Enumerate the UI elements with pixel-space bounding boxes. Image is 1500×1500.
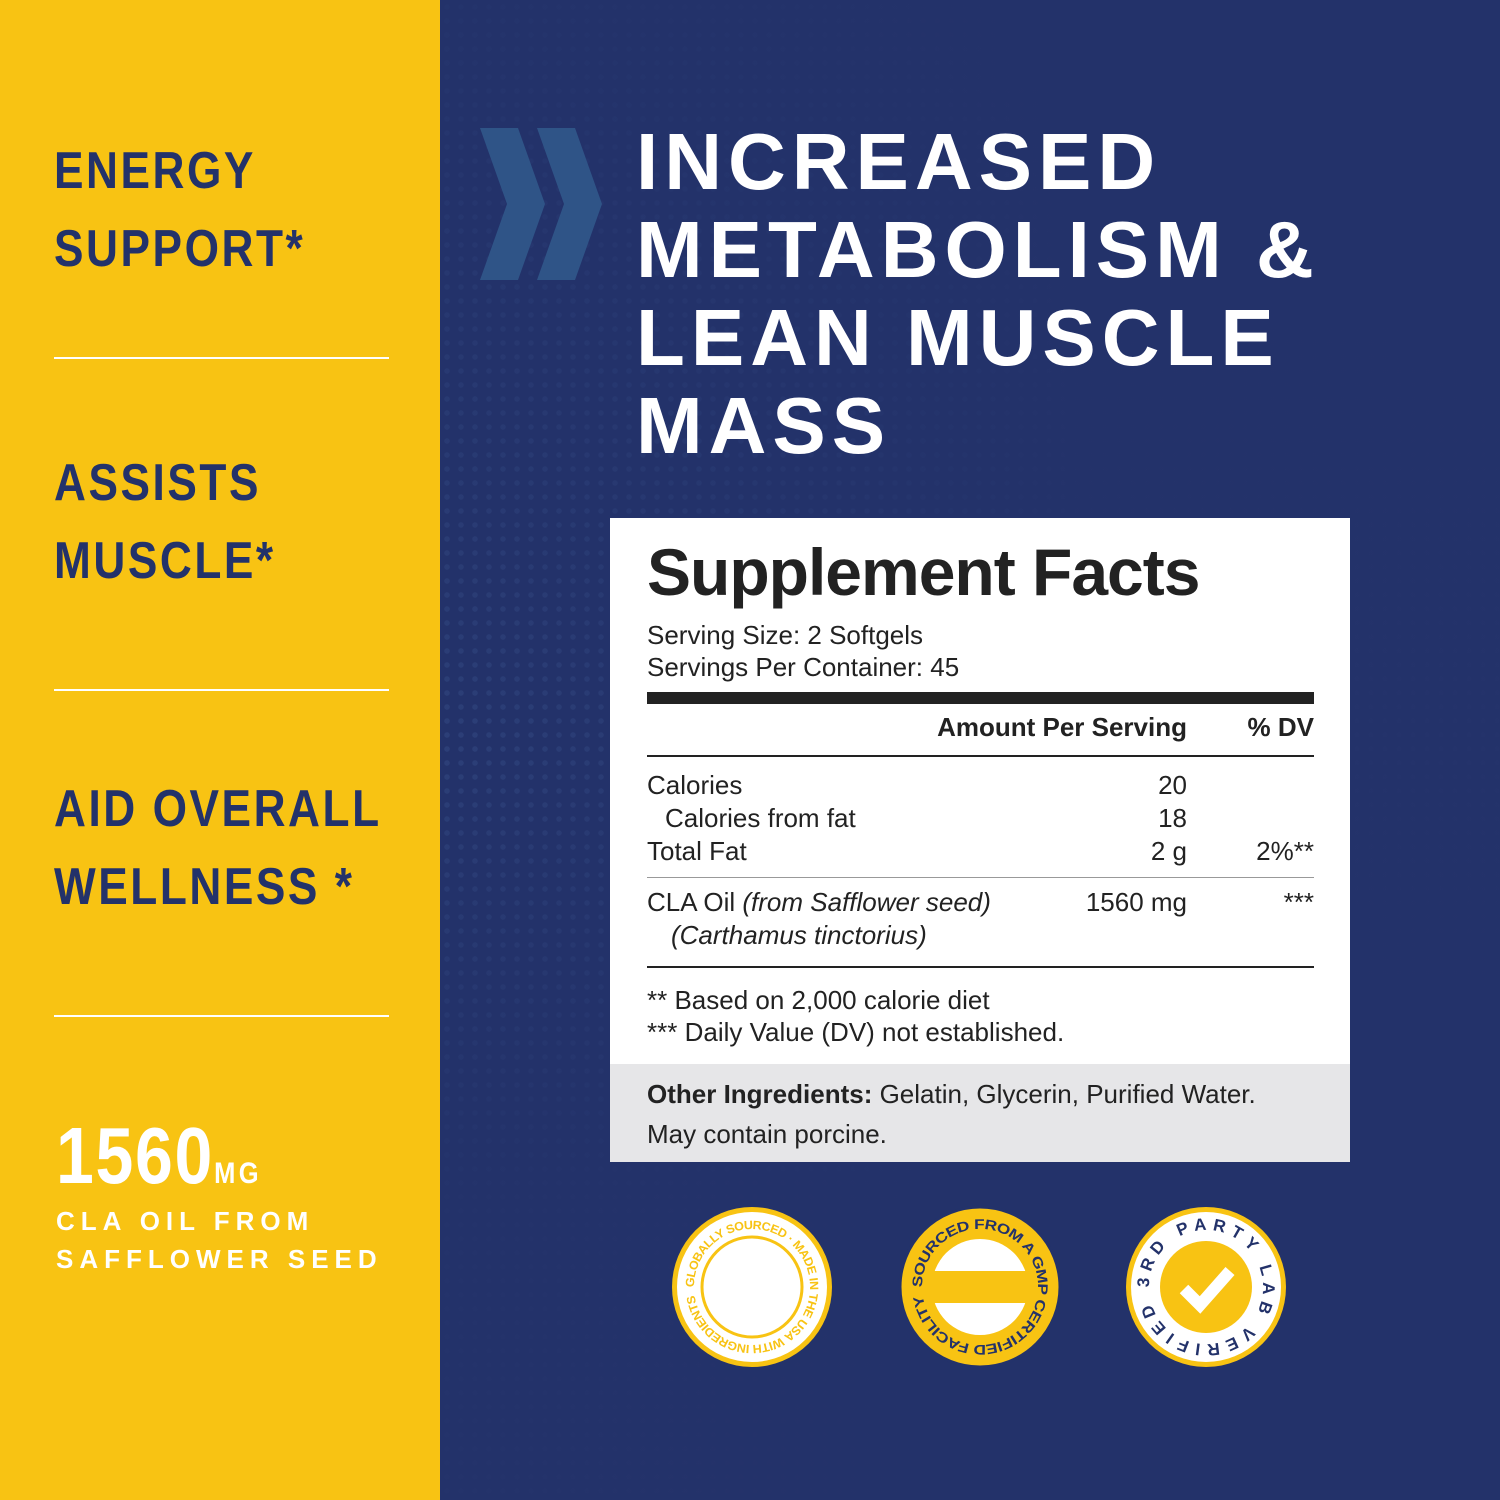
col-amount: Amount Per Serving: [937, 712, 1187, 742]
headline-line: MASS: [636, 381, 892, 470]
row-dv: 2%**: [1256, 836, 1314, 866]
feature-line: Assists: [54, 454, 261, 512]
facts-row: Calories from fat 18: [647, 803, 1314, 836]
divider: [647, 692, 1314, 704]
divider: [647, 966, 1314, 968]
other-ingredients: Other Ingredients: Gelatin, Glycerin, Pu…: [610, 1064, 1350, 1162]
row-latin: (Carthamus tinctorius): [671, 920, 927, 950]
row-source: (from Safflower seed): [742, 887, 991, 917]
dose-amount: 1560MG: [56, 1110, 262, 1202]
supplement-facts-panel: Supplement Facts Serving Size: 2 Softgel…: [610, 518, 1350, 1162]
row-name: CLA Oil: [647, 887, 736, 917]
row-amount: 18: [1158, 803, 1187, 833]
gmp-seal-icon: SOURCED FROM A GMP CERTIFIED FACILITY: [898, 1205, 1062, 1369]
other-text: Gelatin, Glycerin, Purified Water.: [872, 1079, 1256, 1109]
footnote: ** Based on 2,000 calorie diet: [647, 985, 990, 1015]
feature-energy: Energy Support*: [54, 132, 305, 288]
feature-line: Aid Overall: [54, 780, 382, 838]
divider: [54, 689, 389, 691]
serving-size: Serving Size: 2 Softgels: [647, 620, 924, 650]
servings-per-container: Servings Per Container: 45: [647, 652, 960, 682]
feature-line: Energy: [54, 142, 256, 200]
divider: [54, 357, 389, 359]
facts-row-cla: CLA Oil (from Safflower seed) 1560 mg ***: [647, 887, 1314, 920]
chevron-double-icon: [480, 128, 602, 280]
facts-row: Calories 20: [647, 770, 1314, 803]
facts-title: Supplement Facts: [647, 535, 1200, 609]
feature-line: Muscle*: [54, 532, 276, 590]
feature-line: Support*: [54, 220, 306, 278]
divider: [647, 755, 1314, 757]
headline-line: METABOLISM &: [636, 205, 1320, 294]
col-dv: % DV: [1247, 712, 1314, 742]
divider: [54, 1015, 389, 1017]
dose-desc: SAFFLOWER SEED: [56, 1244, 383, 1274]
checkmark-icon: [1179, 1267, 1235, 1314]
headline: INCREASED METABOLISM & LEAN MUSCLE MASS: [636, 118, 1320, 470]
row-amount: 1560 mg: [1085, 887, 1187, 917]
row-name: Calories from fat: [665, 803, 856, 833]
footnote: *** Daily Value (DV) not established.: [647, 1017, 1065, 1047]
left-panel: [0, 0, 440, 1500]
feature-line: Wellness *: [54, 858, 355, 916]
feature-wellness: Aid Overall Wellness *: [54, 770, 382, 926]
row-amount: 20: [1158, 770, 1187, 800]
row-dv: ***: [1283, 887, 1314, 917]
facts-row-latin: (Carthamus tinctorius): [647, 920, 1314, 953]
dose-number: 1560: [56, 1111, 215, 1200]
dose-unit: MG: [214, 1157, 262, 1190]
headline-line: LEAN MUSCLE: [636, 293, 1280, 382]
row-name: Calories: [647, 770, 743, 800]
column-headers: Amount Per Serving % DV: [647, 712, 1314, 745]
made-in-usa-seal-icon: GLOBALLY SOURCED · MADE IN THE USA WITH …: [670, 1205, 834, 1369]
dose-desc: CLA OIL FROM: [56, 1206, 315, 1236]
other-text: May contain porcine.: [647, 1119, 887, 1149]
facts-row: Total Fat 2 g 2%**: [647, 836, 1314, 869]
other-label: Other Ingredients:: [647, 1079, 873, 1109]
row-name: Total Fat: [647, 836, 747, 866]
row-amount: 2 g: [1150, 836, 1187, 866]
feature-muscle: Assists Muscle*: [54, 444, 276, 600]
headline-line: INCREASED: [636, 117, 1162, 206]
divider: [647, 877, 1314, 878]
lab-verified-seal-icon: 3RD PARTY LAB VERIFIED: [1124, 1205, 1288, 1369]
